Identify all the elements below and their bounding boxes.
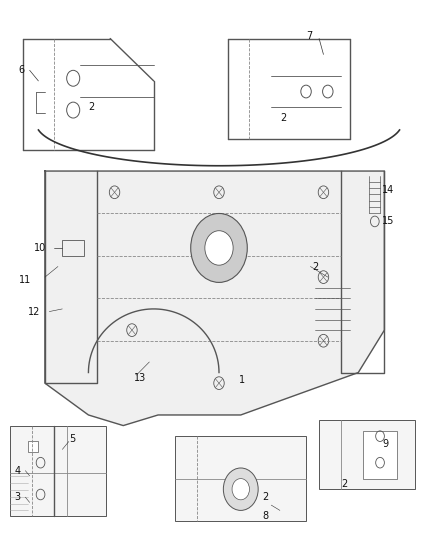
FancyBboxPatch shape [319,420,415,489]
Text: 2: 2 [341,479,347,489]
Text: 10: 10 [34,243,46,253]
Text: 6: 6 [19,66,25,75]
Circle shape [205,231,233,265]
FancyBboxPatch shape [62,240,84,256]
Text: 15: 15 [382,216,395,227]
Text: 12: 12 [28,306,40,317]
Text: 3: 3 [14,492,21,502]
Circle shape [223,468,258,511]
Text: 2: 2 [262,492,269,502]
Text: 14: 14 [382,184,395,195]
Text: 8: 8 [262,511,268,521]
Text: 5: 5 [69,434,75,444]
Text: 2: 2 [313,262,319,271]
Polygon shape [45,171,385,425]
FancyBboxPatch shape [176,436,306,521]
Circle shape [232,479,250,500]
Text: 11: 11 [19,274,31,285]
Text: 13: 13 [134,373,146,383]
Text: 2: 2 [88,102,95,112]
Text: 1: 1 [239,375,245,385]
FancyBboxPatch shape [28,441,39,452]
Text: 9: 9 [382,439,389,449]
Text: 2: 2 [280,113,286,123]
Circle shape [191,214,247,282]
Text: 4: 4 [14,466,21,475]
FancyBboxPatch shape [363,431,397,479]
FancyBboxPatch shape [10,425,106,516]
Text: 7: 7 [306,31,312,41]
